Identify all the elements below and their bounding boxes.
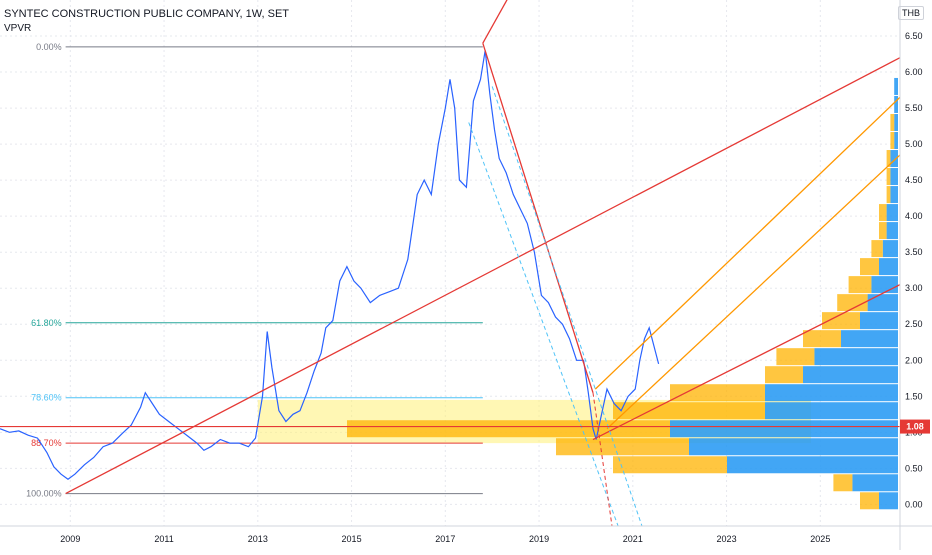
volume-bar-down: [613, 402, 765, 420]
y-tick-label: 5.00: [905, 139, 923, 149]
dashed-channel-line: [468, 122, 619, 526]
volume-bar-down: [822, 312, 860, 330]
y-tick-label: 5.50: [905, 103, 923, 113]
volume-bar-down: [613, 456, 727, 474]
volume-bar-up: [765, 384, 898, 402]
dashed-channel-line: [491, 86, 643, 526]
y-tick-label: 2.50: [905, 319, 923, 329]
y-tick-label: 4.50: [905, 175, 923, 185]
volume-bar-up: [727, 456, 898, 474]
volume-bar-down: [879, 222, 887, 240]
y-tick-label: 2.00: [905, 355, 923, 365]
x-tick-label: 2009: [60, 534, 80, 544]
volume-bar-up: [894, 132, 898, 150]
y-tick-label: 3.00: [905, 283, 923, 293]
volume-bar-up: [765, 402, 898, 420]
x-tick-label: 2019: [529, 534, 549, 544]
volume-bar-down: [347, 420, 670, 438]
volume-bar-up: [886, 204, 898, 222]
trend-line: [606, 154, 900, 430]
fib-level-label: 88.70%: [31, 438, 62, 448]
volume-bar-down: [890, 113, 895, 131]
dashed-channel-line: [592, 392, 613, 526]
volume-bar-up: [867, 294, 898, 312]
volume-bar-up: [689, 438, 898, 456]
chart-title: SYNTEC CONSTRUCTION PUBLIC COMPANY, 1W, …: [4, 8, 290, 20]
volume-bar-up: [886, 222, 898, 240]
y-tick-label: 0.50: [905, 463, 923, 473]
volume-bar-down: [860, 258, 879, 276]
volume-bar-up: [803, 366, 898, 384]
y-tick-label: 6.50: [905, 31, 923, 41]
x-tick-label: 2023: [717, 534, 737, 544]
fib-level-label: 78.60%: [31, 393, 62, 403]
volume-bar-up: [841, 330, 898, 348]
volume-bar-up: [860, 312, 898, 330]
volume-bar-down: [879, 204, 887, 222]
volume-bar-down: [837, 294, 868, 312]
volume-bar-down: [670, 384, 765, 402]
volume-bar-down: [556, 438, 689, 456]
trend-line: [594, 96, 900, 390]
last-price-label: 1.08: [906, 422, 924, 432]
y-tick-label: 6.00: [905, 67, 923, 77]
x-tick-label: 2011: [154, 534, 173, 544]
y-tick-label: 3.50: [905, 247, 923, 257]
volume-bar-down: [890, 132, 895, 150]
fib-level-label: 100.00%: [26, 489, 62, 499]
volume-bar-down: [765, 366, 803, 384]
volume-bar-down: [803, 330, 841, 348]
volume-bar-up: [894, 77, 898, 95]
fib-level-label: 61.80%: [31, 318, 62, 328]
volume-bar-down: [886, 168, 891, 186]
x-tick-label: 2025: [810, 534, 830, 544]
volume-bar-up: [879, 258, 898, 276]
x-tick-label: 2013: [248, 534, 268, 544]
volume-bar-up: [894, 95, 898, 113]
currency-label[interactable]: THB: [898, 6, 924, 20]
x-tick-label: 2017: [435, 534, 455, 544]
x-tick-label: 2021: [623, 534, 643, 544]
volume-bar-down: [860, 492, 879, 510]
volume-bar-up: [890, 186, 898, 204]
volume-bar-down: [848, 276, 872, 294]
trend-line: [592, 284, 900, 441]
plot-layer: 0.00% 61.80% 78.60% 88.70% 100.00%: [0, 0, 900, 526]
volume-bar-up: [894, 113, 898, 131]
volume-bar-up: [890, 168, 898, 186]
volume-bar-up: [890, 150, 898, 168]
volume-bar-up: [814, 348, 898, 366]
volume-bar-down: [776, 348, 815, 366]
volume-bar-up: [879, 492, 898, 510]
y-tick-label: 1.50: [905, 391, 923, 401]
volume-bar-up: [852, 474, 898, 492]
indicator-label[interactable]: VPVR: [4, 23, 32, 34]
volume-bar-up: [871, 276, 898, 294]
last-price-badge: [900, 419, 930, 434]
volume-bar-down: [886, 186, 891, 204]
trend-line: [482, 43, 594, 393]
volume-bar-down: [886, 150, 891, 168]
x-tick-label: 2015: [342, 534, 362, 544]
trend-line: [65, 57, 900, 495]
volume-bar-down: [833, 474, 853, 492]
fib-level-label: 0.00%: [36, 42, 62, 52]
volume-bar-down: [871, 240, 883, 258]
y-tick-label: 4.00: [905, 211, 923, 221]
trend-line: [482, 0, 508, 44]
price-line: [0, 50, 660, 480]
volume-bar-up: [882, 240, 898, 258]
y-tick-label: 0.00: [905, 499, 923, 509]
volume-bar-up: [670, 420, 898, 438]
